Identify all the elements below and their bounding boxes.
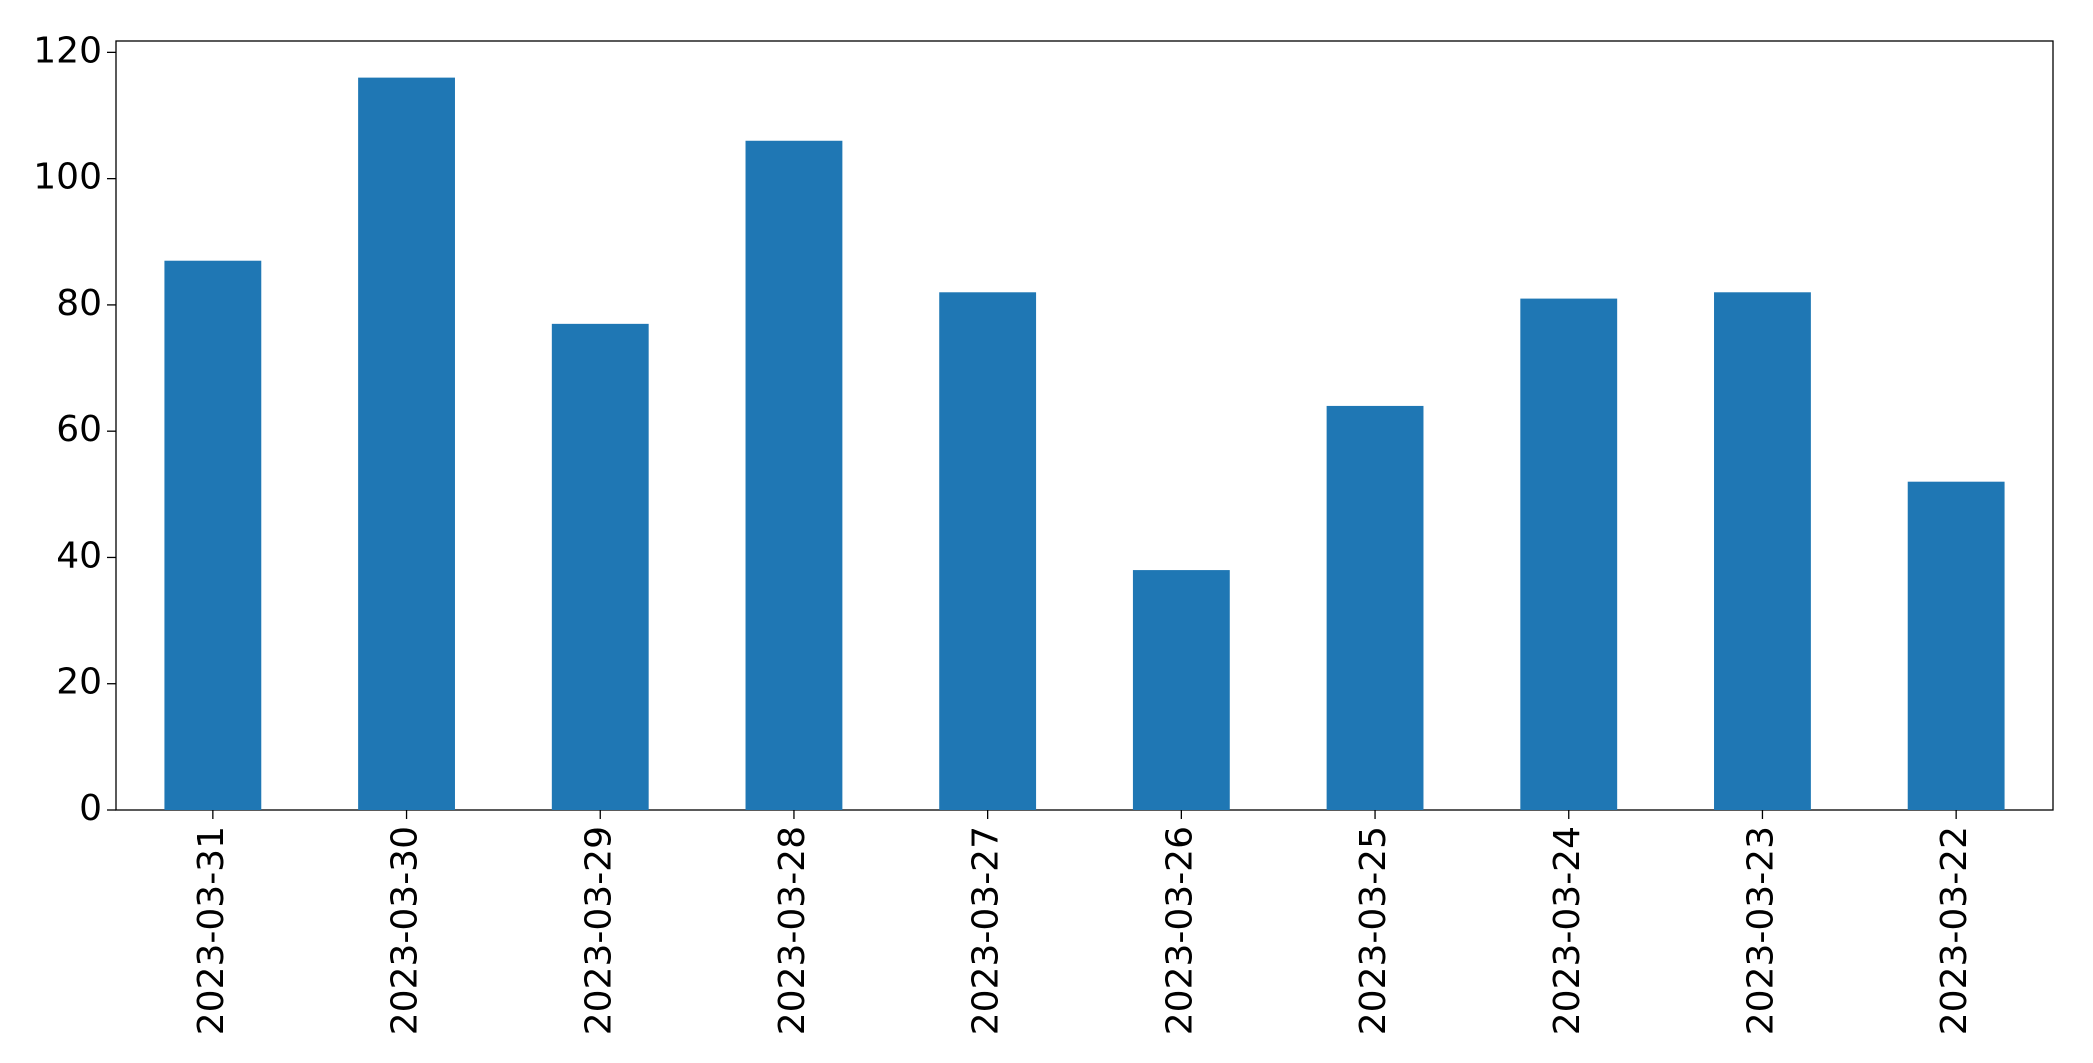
y-tick-label: 60 — [56, 409, 102, 450]
bar — [939, 292, 1037, 810]
x-tick-label: 2023-03-23 — [1740, 826, 1781, 1035]
x-tick-label: 2023-03-31 — [191, 826, 232, 1035]
bar — [745, 140, 843, 810]
x-tick-label: 2023-03-24 — [1547, 826, 1588, 1035]
x-tick-label: 2023-03-27 — [966, 826, 1007, 1035]
x-tick-label: 2023-03-30 — [385, 826, 426, 1035]
bar — [1520, 298, 1618, 810]
bar — [1326, 405, 1424, 810]
y-tick-label: 0 — [79, 788, 102, 829]
bar — [1132, 570, 1230, 810]
bar — [1907, 481, 2005, 810]
bar — [1714, 292, 1811, 810]
y-tick-label: 120 — [33, 30, 102, 71]
y-tick-label: 80 — [56, 283, 102, 324]
bar — [551, 323, 649, 810]
y-tick-label: 100 — [33, 157, 102, 198]
x-tick-label: 2023-03-26 — [1159, 826, 1200, 1035]
y-tick-label: 20 — [56, 662, 102, 703]
bar — [164, 260, 262, 810]
bar — [358, 77, 455, 811]
plot-frame — [115, 40, 2054, 811]
x-tick-label: 2023-03-28 — [772, 826, 813, 1035]
y-tick-label: 40 — [56, 535, 102, 576]
x-tick-label: 2023-03-25 — [1353, 826, 1394, 1035]
x-tick-label: 2023-03-22 — [1934, 826, 1975, 1035]
x-tick-label: 2023-03-29 — [578, 826, 619, 1035]
